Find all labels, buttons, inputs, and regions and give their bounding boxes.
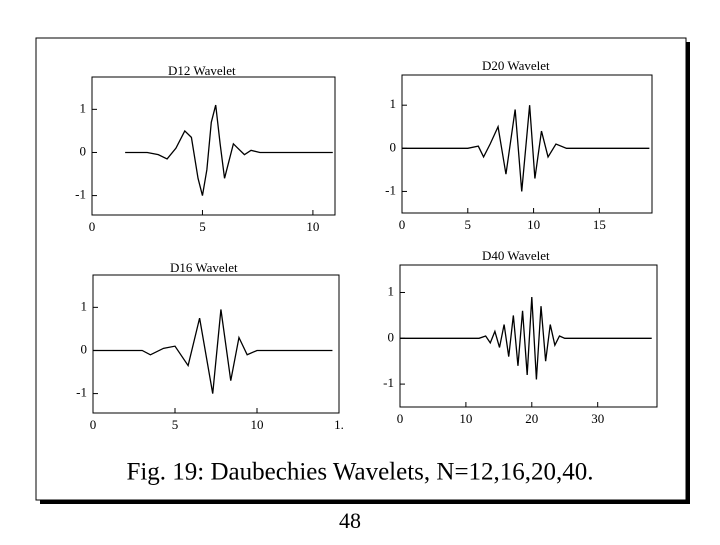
y-tick-label: 0 [388,329,395,344]
y-tick-label: 0 [390,139,397,154]
x-tick-label: 0 [89,219,96,234]
plot-title: D12 Wavelet [168,63,236,78]
plot-title: D40 Wavelet [482,248,550,263]
wavelet-line [93,309,333,394]
y-tick-label: 0 [81,341,88,356]
y-tick-label: -1 [75,187,86,202]
y-tick-label: 1 [388,283,395,298]
plot-frame [401,74,653,214]
y-tick-label: 1 [390,96,397,111]
x-tick-label: 15 [593,217,606,232]
y-tick-label: 1 [80,100,87,115]
x-tick-label: 10 [527,217,540,232]
y-tick-label: -1 [76,385,87,400]
y-tick-label: 0 [80,143,87,158]
y-tick-label: -1 [385,182,396,197]
caption: Fig. 19: Daubechies Wavelets, N=12,16,20… [126,459,593,486]
x-tick-label: 0 [397,411,404,426]
plot-title: D16 Wavelet [170,260,238,275]
x-tick-label: 10 [251,417,264,432]
plot-frame [91,76,336,216]
x-tick-label: 20 [525,411,538,426]
x-tick-label: 5 [199,219,206,234]
figure-frame [35,37,687,501]
x-tick-label: 10 [459,411,472,426]
x-tick-label: 0 [90,417,97,432]
wavelet-line [402,105,650,192]
y-tick-label: 1 [81,298,88,313]
plot-frame [399,264,658,408]
x-tick-label: 1. [334,417,344,432]
wavelet-line [125,104,333,196]
x-tick-label: 5 [465,217,472,232]
x-tick-label: 5 [172,417,179,432]
y-tick-label: -1 [383,375,394,390]
page-number: 48 [339,508,361,533]
wavelet-line [400,297,652,380]
plot-title: D20 Wavelet [482,58,550,73]
x-tick-label: 0 [399,217,406,232]
x-tick-label: 10 [306,219,319,234]
plot-frame [92,274,340,414]
x-tick-label: 30 [591,411,604,426]
